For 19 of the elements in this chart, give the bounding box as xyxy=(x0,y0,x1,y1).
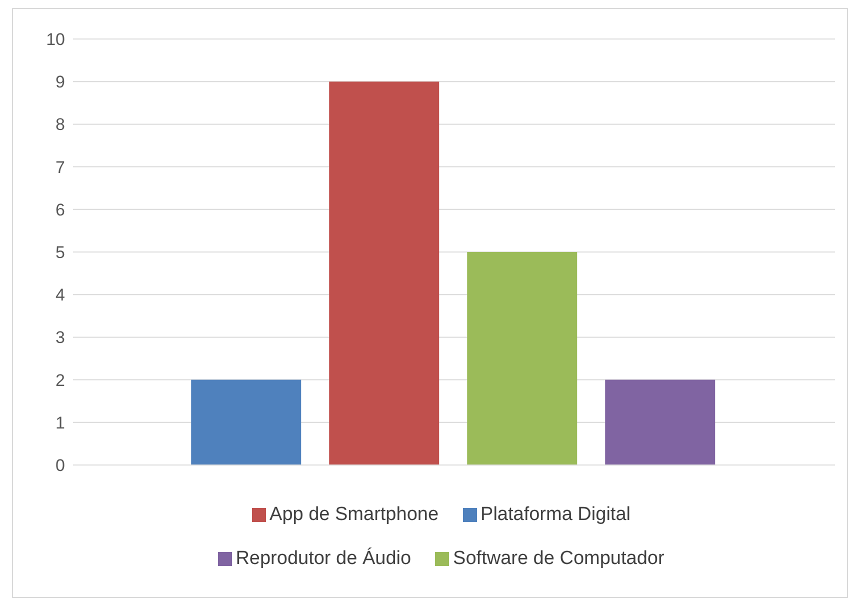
legend-label: Software de Computador xyxy=(453,548,664,569)
legend-label: Plataforma Digital xyxy=(480,504,630,525)
legend-label: Reprodutor de Áudio xyxy=(236,548,412,569)
bar xyxy=(329,82,440,465)
y-tick-label: 9 xyxy=(56,72,65,92)
y-tick-label: 0 xyxy=(56,456,65,476)
bar xyxy=(191,380,302,465)
y-tick-label: 5 xyxy=(56,243,65,262)
bar xyxy=(605,380,716,465)
y-tick-label: 2 xyxy=(56,370,65,390)
legend-label: App de Smartphone xyxy=(270,504,439,525)
y-tick-label: 6 xyxy=(56,200,65,220)
y-tick-label: 4 xyxy=(56,286,65,305)
y-tick-label: 1 xyxy=(56,413,65,432)
y-tick-label: 8 xyxy=(56,115,65,134)
y-tick-label: 7 xyxy=(56,158,65,177)
bar xyxy=(467,252,578,465)
y-tick-label: 10 xyxy=(46,30,65,50)
y-tick-label: 3 xyxy=(56,328,65,348)
